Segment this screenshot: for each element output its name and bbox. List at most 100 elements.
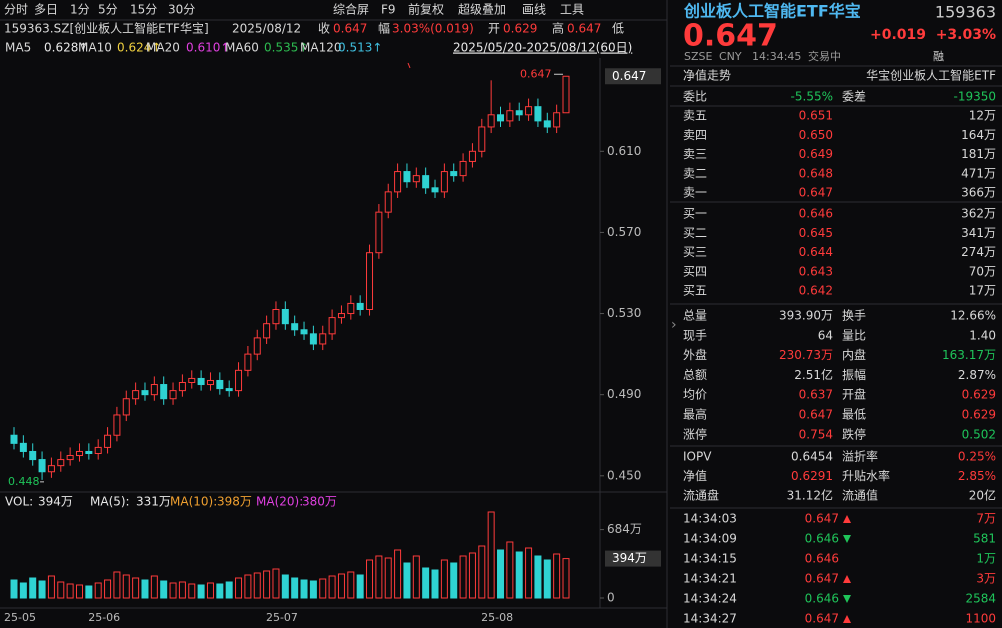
volume-bar xyxy=(122,574,130,599)
candle-body xyxy=(10,434,18,444)
book-price: 0.651 xyxy=(799,109,833,123)
candle-body xyxy=(272,308,280,325)
trade-price: 0.646 xyxy=(805,592,839,606)
stat-label: 均价 xyxy=(683,388,707,402)
volume-bar xyxy=(132,577,140,599)
tool-button[interactable]: 前复权 xyxy=(408,2,444,17)
stat-value: 2.85% xyxy=(958,469,996,483)
candle-body xyxy=(104,434,112,448)
book-level: 卖二 xyxy=(683,166,707,180)
candle-body xyxy=(356,302,364,310)
candle-body xyxy=(337,313,345,319)
volume-bar xyxy=(188,583,196,599)
candle-body xyxy=(263,323,271,339)
period-tab[interactable]: 分时 xyxy=(4,3,28,17)
candle-body xyxy=(478,126,486,152)
stat-label: 最低 xyxy=(842,408,866,422)
candle-body xyxy=(38,459,46,473)
book-volume: 181万 xyxy=(961,147,996,161)
ma-legend-value: 0.624↑ xyxy=(117,41,161,55)
security-name: 创业板人工智能ETF华宝 xyxy=(683,2,861,21)
stat-label: 现手 xyxy=(683,328,707,342)
volume-bar xyxy=(253,572,261,599)
stat-value: 0.629 xyxy=(962,388,996,402)
candle-body xyxy=(85,450,93,454)
trade-volume: 1100 xyxy=(965,612,996,626)
volume-bar xyxy=(319,578,327,599)
period-tab[interactable]: 5分 xyxy=(98,3,118,17)
ma-legend-value: 0.535↑ xyxy=(264,41,308,55)
candle-body xyxy=(440,171,448,193)
stat-value: 0.647 xyxy=(799,408,833,422)
volume-bar xyxy=(356,574,364,599)
candle-body xyxy=(253,337,261,355)
book-price: 0.650 xyxy=(799,128,833,142)
book-level: 买四 xyxy=(683,264,707,278)
vol-legend-value: 398万 xyxy=(217,495,252,509)
book-level: 买一 xyxy=(683,207,707,221)
trade-time: 14:34:21 xyxy=(683,572,737,586)
x-tick-label: 25-07 xyxy=(266,611,298,624)
vol-legend-name: MA(5): xyxy=(90,495,130,509)
tool-button[interactable]: 综合屏 xyxy=(333,2,369,17)
high-label: 0.647 xyxy=(520,67,552,80)
book-price: 0.647 xyxy=(799,186,833,200)
y-tick-label: 0.490 xyxy=(607,387,641,401)
y-tick-label: 684万 xyxy=(607,522,642,536)
candle-body xyxy=(506,110,514,122)
tool-button[interactable]: 画线 xyxy=(522,3,546,17)
y-tick-label: 0.610 xyxy=(607,144,641,158)
trade-direction xyxy=(843,535,851,543)
period-tab[interactable]: 1分 xyxy=(70,3,90,17)
candle-body xyxy=(497,114,505,122)
book-volume: 164万 xyxy=(961,128,996,142)
period-tab[interactable]: 15分 xyxy=(130,3,157,17)
vol-legend-value: 394万 xyxy=(38,495,73,509)
period-tab[interactable]: 多日 xyxy=(34,3,58,17)
vol-legend-name: MA(10): xyxy=(170,495,217,509)
trade-price: 0.646 xyxy=(805,532,839,546)
period-tab[interactable]: 30分 xyxy=(168,3,195,17)
stat-label: 流通值 xyxy=(842,488,878,503)
ratio-label: 委比 xyxy=(683,90,707,104)
currency: CNY xyxy=(719,50,742,63)
stat-value: 0.25% xyxy=(958,450,996,464)
ma-legend-name: MA5 xyxy=(5,41,31,55)
stat-value: 393.90万 xyxy=(779,309,833,323)
book-price: 0.643 xyxy=(799,264,833,278)
candle-body xyxy=(47,465,55,473)
book-volume: 362万 xyxy=(961,207,996,221)
stat-value: 0.6454 xyxy=(791,450,833,464)
candle-body xyxy=(319,333,327,345)
book-level: 买二 xyxy=(683,226,707,240)
candle-body xyxy=(309,333,317,345)
candle-body xyxy=(122,398,130,416)
y-tick-label: 0.570 xyxy=(607,225,641,239)
volume-bar xyxy=(525,547,533,599)
volume-bar xyxy=(113,571,121,599)
date-range: 2025/05/20-2025/08/12(60日) xyxy=(453,41,632,55)
volume-bar xyxy=(543,559,551,599)
tool-button[interactable]: 超级叠加 xyxy=(458,2,506,17)
candle-body xyxy=(384,191,392,213)
exchange: SZSE xyxy=(684,50,713,63)
tool-button[interactable]: 工具 xyxy=(560,3,584,17)
candle-body xyxy=(291,323,299,331)
volume-bar xyxy=(10,579,18,599)
volume-bar xyxy=(347,571,355,599)
info-label: 收 xyxy=(318,22,330,36)
stat-label: 涨停 xyxy=(683,426,707,441)
volume-bar xyxy=(94,582,102,599)
x-tick-label: 25-05 xyxy=(4,611,36,624)
volume-bar xyxy=(178,581,186,599)
volume-bar xyxy=(263,570,271,599)
stat-value: 1.40 xyxy=(969,328,996,342)
book-level: 卖三 xyxy=(683,147,707,161)
book-volume: 17万 xyxy=(969,284,996,298)
ma-legend-name: MA60 xyxy=(225,41,259,55)
tool-button[interactable]: F9 xyxy=(381,3,396,17)
candle-body xyxy=(450,171,458,177)
collapse-arrow[interactable]: › xyxy=(671,317,677,333)
volume-bar xyxy=(281,574,289,599)
